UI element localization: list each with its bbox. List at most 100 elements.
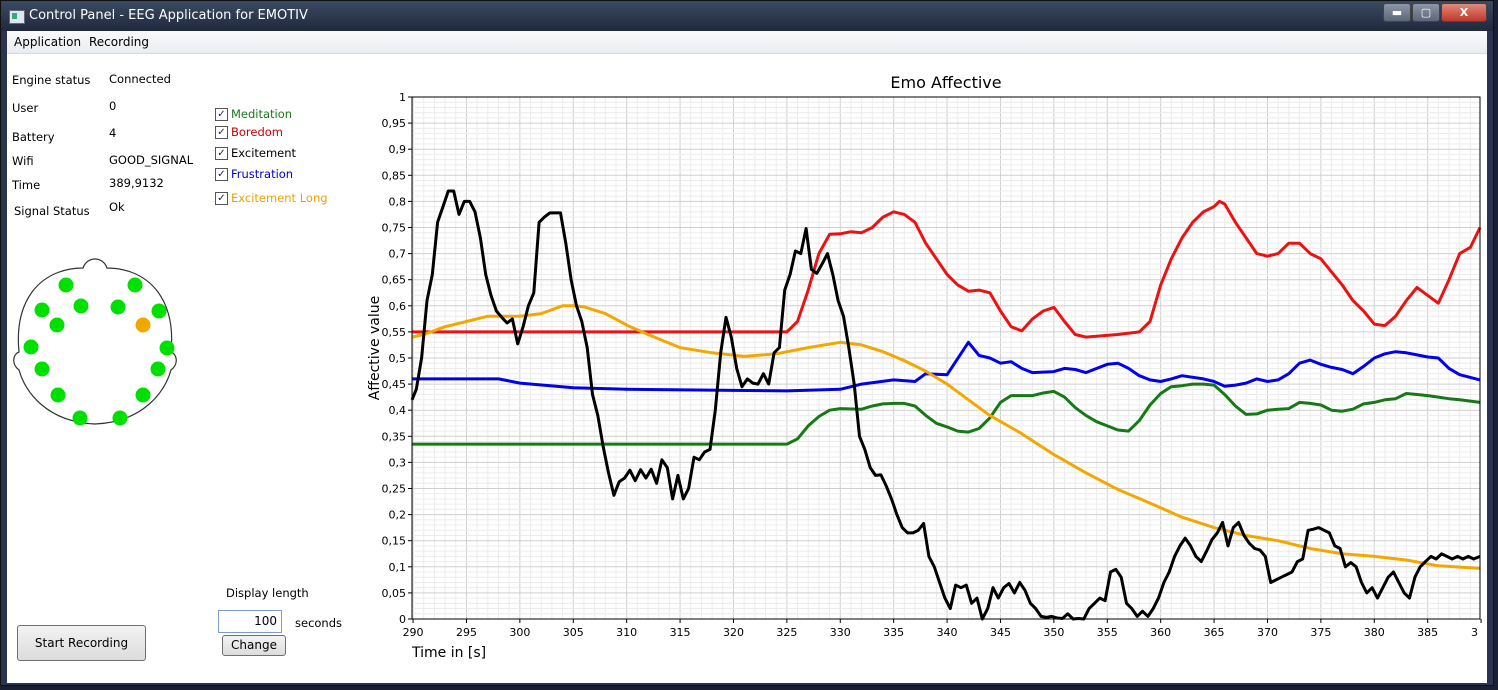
- series-line-excitement: [410, 189, 1481, 621]
- sensor-dot: [151, 303, 167, 319]
- checkbox-label: Boredom: [231, 125, 284, 139]
- sensor-dots: [23, 277, 175, 426]
- y-tick-label: 0,35: [382, 430, 407, 443]
- engine-status-label: Engine status: [12, 73, 91, 87]
- x-tick-label: 295: [456, 626, 477, 639]
- y-tick-label: 1: [399, 91, 406, 104]
- change-button[interactable]: Change: [222, 635, 286, 656]
- y-tick-label: 0,8: [389, 195, 407, 208]
- display-length-input[interactable]: 100: [218, 610, 282, 633]
- wifi-value: GOOD_SIGNAL: [109, 153, 194, 167]
- check-icon[interactable]: ✓: [215, 192, 228, 205]
- sensor-dot-fair: [135, 317, 151, 333]
- y-tick-label: 0,5: [389, 352, 407, 365]
- time-label: Time: [12, 178, 41, 192]
- head-outline: [13, 258, 177, 425]
- sensor-dot: [34, 302, 50, 318]
- y-tick-label: 0,15: [382, 535, 407, 548]
- user-value: 0: [109, 99, 117, 113]
- checkbox-label: Excitement: [231, 146, 297, 160]
- checkbox-label: Excitement Long: [231, 191, 328, 205]
- check-icon[interactable]: ✓: [215, 126, 228, 139]
- maximize-button[interactable]: ▢: [1412, 3, 1440, 22]
- sensor-head-map: [13, 258, 177, 426]
- series-line-excitement-long: [411, 304, 1481, 570]
- x-axis-label: Time in [s]: [411, 645, 486, 661]
- y-tick-label: 0,45: [382, 378, 407, 391]
- check-icon[interactable]: ✓: [215, 108, 228, 121]
- x-tick-label: 365: [1204, 626, 1225, 639]
- y-tick-label: 0,4: [389, 404, 407, 417]
- sensor-dot: [150, 361, 166, 377]
- menu-application[interactable]: Application: [14, 35, 82, 49]
- x-tick-label: 305: [563, 626, 584, 639]
- y-tick-label: 0,2: [389, 509, 407, 522]
- battery-value: 4: [109, 126, 117, 140]
- title-bar[interactable]: Control Panel - EEG Application for EMOT…: [1, 1, 1493, 31]
- checkbox-label: Meditation: [231, 107, 293, 121]
- sensor-dot: [112, 410, 128, 426]
- y-tick-label: 0,65: [382, 274, 407, 287]
- y-tick-label: 0,3: [389, 456, 407, 469]
- window-title: Control Panel - EEG Application for EMOT…: [29, 8, 308, 23]
- x-tick-label: 330: [830, 626, 851, 639]
- y-tick-label: 0,9: [389, 143, 407, 156]
- y-tick-label: 0,95: [382, 117, 407, 130]
- y-tick-label: 0,55: [382, 326, 407, 339]
- chart-title: Emo Affective: [890, 73, 1001, 92]
- sensor-dot: [72, 410, 88, 426]
- y-tick-label: 0: [399, 613, 406, 626]
- start-recording-button[interactable]: Start Recording: [17, 625, 146, 661]
- grid-lines: [412, 96, 1480, 620]
- minimize-button[interactable]: ▬: [1383, 3, 1411, 22]
- x-tick-label: 345: [990, 626, 1011, 639]
- sensor-dot: [135, 387, 151, 403]
- seconds-label: seconds: [295, 616, 343, 630]
- y-tick-label: 0,85: [382, 169, 407, 182]
- x-tick-label: 310: [616, 626, 637, 639]
- emo-affective-chart: 0 0,05 0,1 0,15 0,2 0,25 0,3 0,35 0,4 0,45 0,5 0,55…: [367, 73, 1482, 661]
- close-button[interactable]: X: [1441, 3, 1487, 22]
- sensor-dot: [23, 339, 39, 355]
- y-tick-label: 0,1: [389, 561, 407, 574]
- y-tick-label: 0,6: [389, 300, 407, 313]
- display-length-label: Display length: [226, 586, 309, 600]
- sensor-dot: [58, 277, 74, 293]
- x-tick-label: 385: [1417, 626, 1438, 639]
- battery-label: Battery: [12, 130, 55, 144]
- x-tick-label: 320: [723, 626, 744, 639]
- y-axis-label: Affective value: [367, 296, 383, 401]
- x-tick-label: 325: [776, 626, 797, 639]
- window-controls: ▬ ▢ X: [1382, 3, 1487, 22]
- check-icon[interactable]: ✓: [215, 147, 228, 160]
- check-icon[interactable]: ✓: [215, 168, 228, 181]
- sensor-dot: [110, 299, 126, 315]
- menu-recording[interactable]: Recording: [89, 35, 150, 49]
- wifi-label: Wifi: [12, 154, 34, 168]
- sensor-dot: [127, 277, 143, 293]
- y-tick-label: 0,05: [382, 587, 407, 600]
- time-value: 389,9132: [109, 176, 164, 190]
- sensor-dot: [159, 340, 175, 356]
- x-tick-label: 290: [403, 626, 424, 639]
- sensor-dot: [50, 387, 66, 403]
- x-tick-label: 370: [1257, 626, 1278, 639]
- engine-status-value: Connected: [109, 72, 171, 86]
- user-label: User: [12, 101, 39, 115]
- signal-status-label: Signal Status: [14, 204, 90, 218]
- series-line-frustration: [412, 340, 1481, 393]
- client-area: Application Recording Engine status Conn…: [7, 31, 1487, 683]
- sensor-dot: [49, 317, 65, 333]
- sensor-dot: [34, 361, 50, 377]
- app-icon: [9, 10, 25, 24]
- x-tick-label: 335: [883, 626, 904, 639]
- x-tick-label: 315: [670, 626, 691, 639]
- y-tick-label: 0,25: [382, 483, 407, 496]
- x-tick-label: 360: [1150, 626, 1171, 639]
- x-tick-label: 350: [1043, 626, 1064, 639]
- sensor-dot: [73, 298, 89, 314]
- x-tick-label: 380: [1364, 626, 1385, 639]
- x-tick-label: 340: [937, 626, 958, 639]
- signal-status-value: Ok: [109, 200, 125, 214]
